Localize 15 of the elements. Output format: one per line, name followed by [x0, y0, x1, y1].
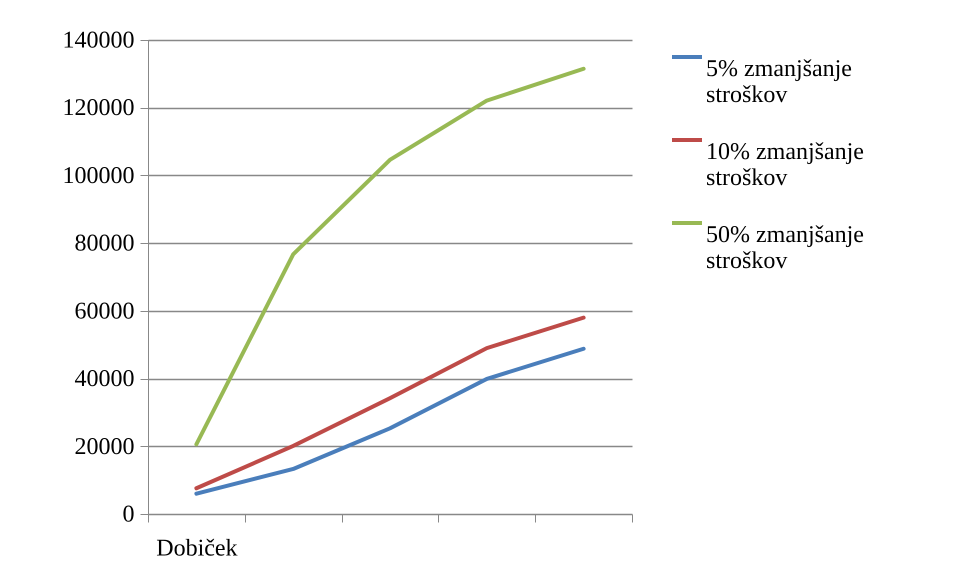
- y-tick-label: 100000: [62, 162, 134, 189]
- y-tick-label: 140000: [62, 28, 134, 54]
- y-tick-label: 20000: [74, 434, 134, 460]
- legend-label: 5% zmanjšanje stroškov: [706, 56, 852, 108]
- y-tick-label: 40000: [74, 366, 134, 392]
- x-tick-label: Dobiček: [156, 536, 238, 562]
- legend-label: 50% zmanjšanje stroškov: [706, 222, 864, 274]
- y-tick-label: 120000: [62, 95, 134, 122]
- line-series: [194, 316, 586, 490]
- legend-label: 10% zmanjšanje stroškov: [706, 139, 864, 191]
- line-series: [194, 66, 586, 446]
- y-tick-label: 60000: [74, 298, 134, 324]
- line-series: [194, 346, 586, 496]
- y-tick-label: 80000: [74, 230, 134, 257]
- y-tick-label: 0: [122, 502, 134, 528]
